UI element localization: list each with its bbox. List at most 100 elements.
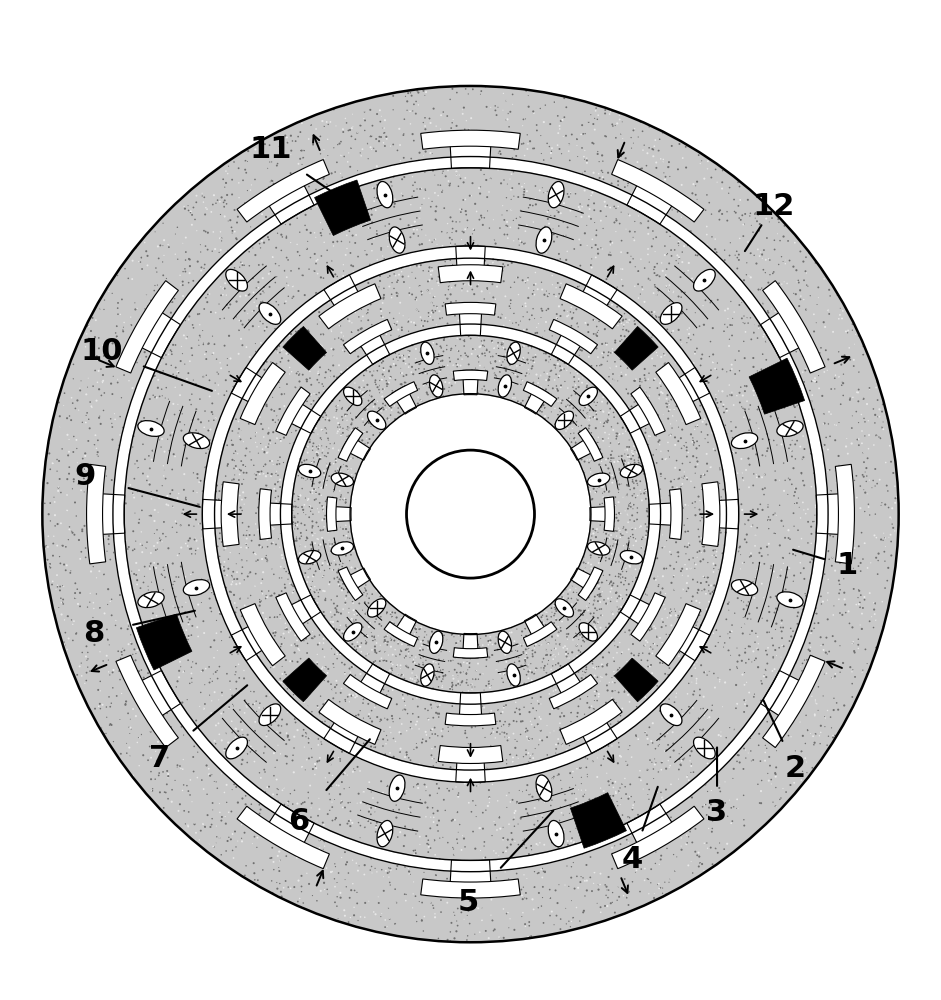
- Point: [787, 613, 802, 629]
- Point: [332, 419, 347, 435]
- Point: [484, 738, 499, 754]
- Point: [195, 705, 210, 721]
- Point: [706, 354, 721, 370]
- Point: [332, 645, 347, 661]
- Point: [488, 260, 503, 276]
- Point: [368, 860, 383, 876]
- Point: [821, 351, 836, 367]
- Point: [197, 189, 212, 205]
- Point: [686, 739, 701, 755]
- Point: [306, 761, 321, 777]
- Point: [510, 348, 525, 364]
- Point: [450, 164, 465, 180]
- Point: [168, 497, 183, 513]
- Point: [521, 754, 536, 770]
- Point: [760, 487, 775, 503]
- Point: [309, 182, 324, 198]
- Point: [634, 279, 649, 295]
- Point: [267, 628, 282, 644]
- Point: [236, 662, 251, 678]
- Point: [489, 371, 504, 387]
- Point: [75, 414, 90, 430]
- Point: [416, 881, 431, 897]
- Point: [439, 895, 455, 911]
- Point: [831, 573, 846, 589]
- Point: [712, 272, 727, 288]
- Point: [311, 475, 327, 491]
- Point: [567, 772, 582, 788]
- Point: [870, 409, 885, 425]
- Point: [106, 455, 121, 471]
- Point: [550, 731, 566, 747]
- Point: [395, 650, 410, 666]
- Point: [498, 198, 513, 214]
- Point: [837, 362, 852, 378]
- Point: [566, 379, 581, 395]
- Point: [293, 475, 308, 491]
- Point: [515, 136, 530, 152]
- Point: [775, 781, 790, 797]
- Point: [557, 109, 572, 125]
- Point: [433, 886, 448, 902]
- Point: [384, 290, 399, 306]
- Point: [549, 808, 564, 824]
- Point: [346, 413, 361, 429]
- Point: [633, 861, 648, 877]
- Point: [465, 675, 480, 691]
- Point: [434, 759, 449, 775]
- Point: [311, 458, 326, 474]
- Point: [327, 459, 342, 475]
- Point: [344, 324, 359, 340]
- Point: [160, 273, 175, 289]
- Point: [547, 398, 562, 414]
- Point: [466, 148, 481, 164]
- Point: [610, 892, 625, 908]
- Point: [232, 854, 247, 870]
- Point: [575, 610, 590, 626]
- Point: [675, 422, 690, 438]
- Point: [470, 286, 486, 302]
- Point: [638, 543, 653, 559]
- Point: [393, 325, 408, 341]
- Point: [546, 226, 561, 242]
- Point: [717, 316, 732, 332]
- Point: [704, 635, 719, 651]
- Point: [461, 200, 476, 216]
- Point: [316, 888, 331, 904]
- Point: [684, 162, 699, 178]
- Point: [285, 274, 300, 290]
- Point: [410, 319, 425, 335]
- Point: [138, 540, 153, 556]
- Point: [149, 327, 164, 343]
- Point: [343, 657, 358, 673]
- Point: [828, 408, 843, 424]
- Point: [753, 400, 768, 416]
- Point: [224, 803, 239, 819]
- Point: [335, 386, 350, 402]
- Point: [315, 643, 330, 659]
- Point: [285, 521, 300, 537]
- Point: [869, 578, 885, 594]
- Point: [612, 514, 627, 530]
- Point: [298, 674, 313, 690]
- Point: [422, 678, 437, 694]
- Point: [275, 658, 290, 674]
- Point: [631, 123, 646, 139]
- Point: [676, 438, 691, 454]
- Point: [341, 507, 356, 523]
- Point: [343, 476, 359, 492]
- Point: [552, 677, 567, 693]
- Point: [90, 530, 105, 546]
- Point: [653, 373, 668, 389]
- Point: [706, 690, 721, 706]
- Point: [358, 223, 373, 239]
- Point: [720, 836, 735, 852]
- Point: [221, 561, 236, 577]
- Point: [203, 185, 218, 201]
- Point: [443, 342, 458, 358]
- Point: [36, 490, 51, 506]
- Point: [450, 804, 465, 820]
- Point: [467, 214, 482, 230]
- Point: [753, 496, 768, 512]
- Point: [375, 409, 390, 425]
